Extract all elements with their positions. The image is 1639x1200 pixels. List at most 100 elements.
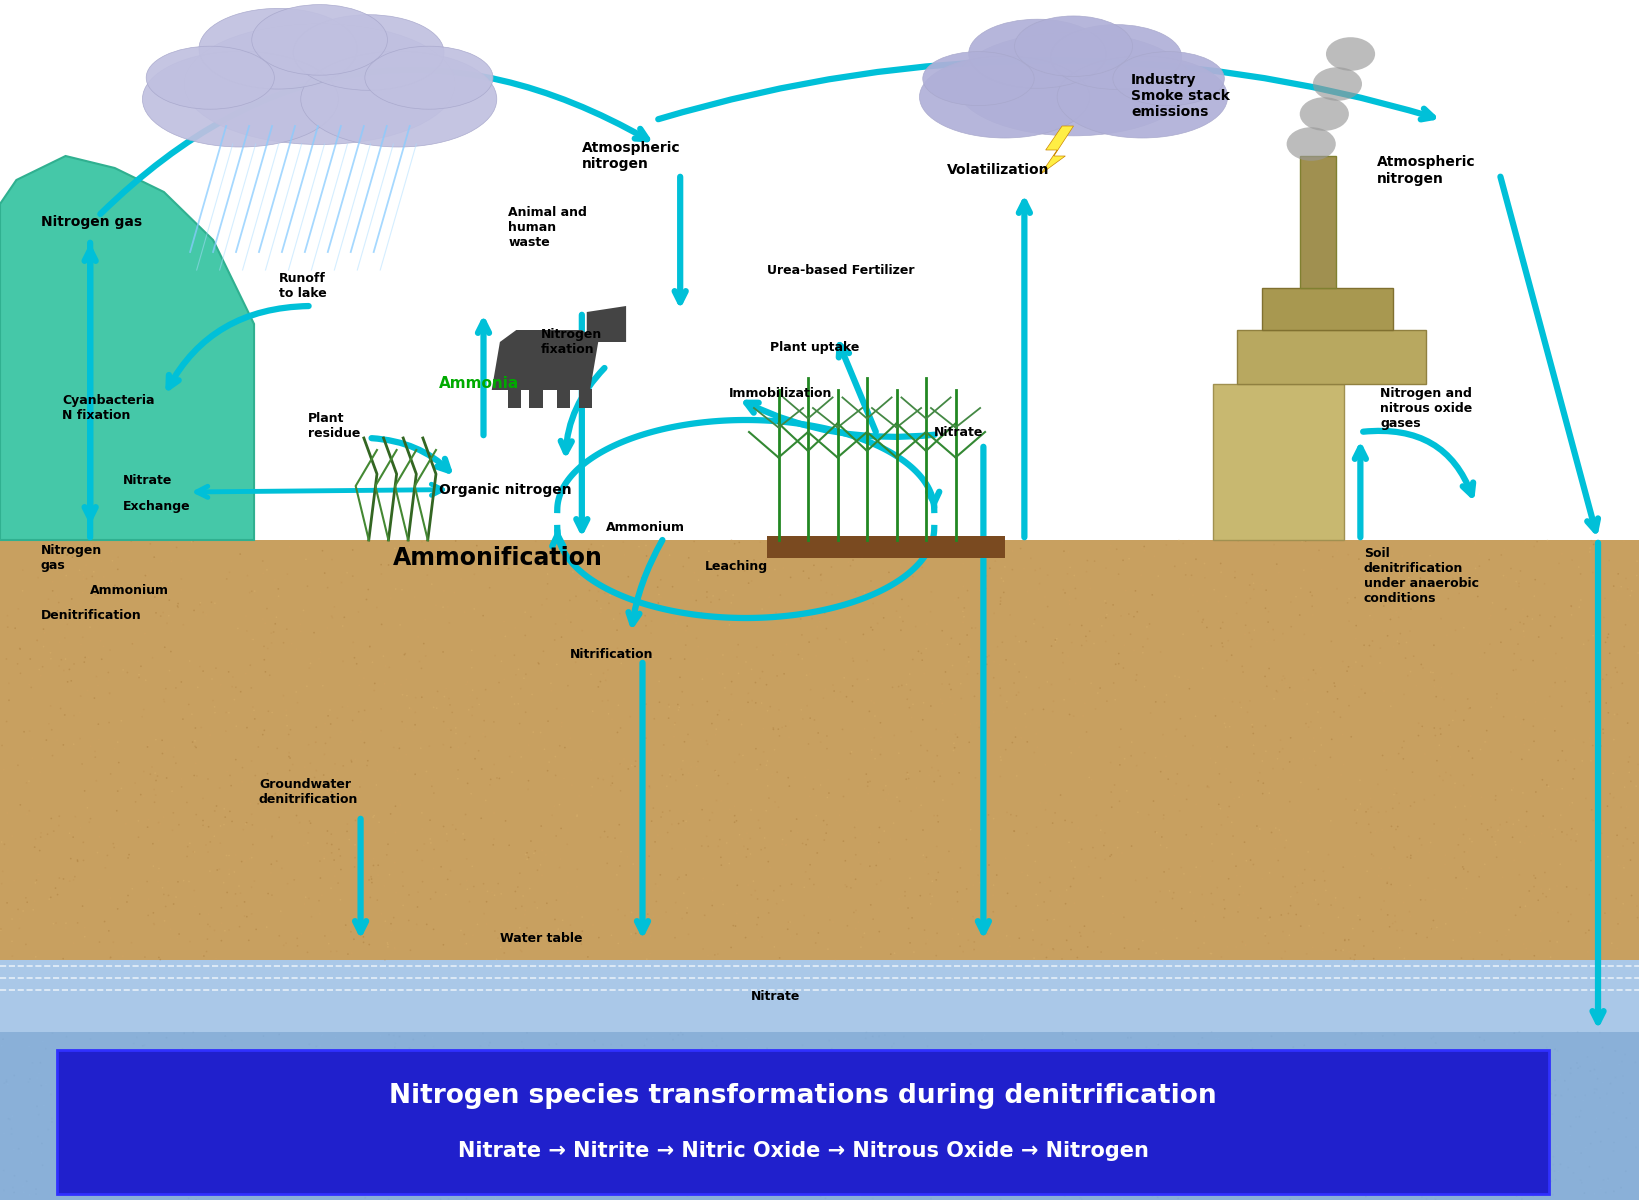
Point <box>841 652 867 671</box>
Point <box>318 606 344 625</box>
Point <box>1144 1188 1170 1200</box>
Point <box>323 942 349 961</box>
Point <box>1624 755 1639 774</box>
Point <box>674 811 700 830</box>
Point <box>1083 806 1110 826</box>
Point <box>1501 644 1528 664</box>
Point <box>1210 1062 1236 1081</box>
Point <box>370 647 397 666</box>
Point <box>1510 1189 1536 1200</box>
Point <box>105 547 131 566</box>
Point <box>757 536 783 556</box>
Point <box>372 656 398 676</box>
Point <box>462 749 488 768</box>
Point <box>459 1068 485 1087</box>
Point <box>647 808 674 827</box>
Point <box>554 835 580 854</box>
Point <box>606 857 633 876</box>
Point <box>1501 851 1528 870</box>
Point <box>1380 914 1406 934</box>
Point <box>970 1157 997 1176</box>
Point <box>1514 692 1541 712</box>
Point <box>513 845 539 864</box>
Point <box>1506 574 1532 593</box>
Point <box>1013 718 1039 737</box>
Point <box>531 642 557 661</box>
Point <box>888 1102 915 1121</box>
Point <box>1426 767 1452 786</box>
Point <box>270 686 297 706</box>
Point <box>1070 707 1096 726</box>
Point <box>1521 587 1547 606</box>
Point <box>1369 859 1395 878</box>
Point <box>1557 1063 1583 1082</box>
Point <box>465 695 492 714</box>
Point <box>618 932 644 952</box>
Point <box>303 761 329 780</box>
Point <box>1106 1050 1133 1069</box>
Point <box>33 731 59 750</box>
Point <box>1129 643 1155 662</box>
Point <box>166 924 192 943</box>
Point <box>618 805 644 824</box>
Point <box>1506 1022 1532 1042</box>
Point <box>1111 1182 1137 1200</box>
Point <box>90 568 116 587</box>
Point <box>605 1175 631 1194</box>
Point <box>598 1034 624 1054</box>
Point <box>446 1094 472 1114</box>
Point <box>1013 667 1039 686</box>
Point <box>534 564 561 583</box>
Text: Organic nitrogen: Organic nitrogen <box>439 482 572 497</box>
Point <box>98 948 125 967</box>
Point <box>767 1104 793 1123</box>
Point <box>1001 821 1028 840</box>
Point <box>341 930 367 949</box>
Point <box>134 1057 161 1076</box>
Point <box>1142 1076 1169 1096</box>
Point <box>728 1123 754 1142</box>
Point <box>334 815 361 834</box>
Point <box>672 636 698 655</box>
Point <box>1110 1096 1136 1115</box>
Point <box>210 874 236 893</box>
Point <box>225 619 251 638</box>
Point <box>670 751 697 770</box>
Point <box>872 1026 898 1045</box>
Point <box>1432 1148 1459 1168</box>
Point <box>724 876 751 895</box>
Point <box>862 1080 888 1099</box>
Point <box>857 571 883 590</box>
Point <box>1398 662 1424 682</box>
Point <box>1069 840 1095 859</box>
Point <box>459 706 485 725</box>
Point <box>590 1036 616 1055</box>
Point <box>169 1134 195 1153</box>
Point <box>1267 743 1293 762</box>
Point <box>1255 1088 1282 1108</box>
Point <box>738 886 764 905</box>
Point <box>369 1146 395 1165</box>
Point <box>408 688 434 707</box>
Point <box>1283 905 1310 924</box>
Point <box>631 570 657 589</box>
Point <box>1488 946 1514 965</box>
Point <box>23 870 49 889</box>
Point <box>256 702 282 721</box>
Point <box>716 800 742 820</box>
Point <box>793 696 820 715</box>
Point <box>1373 872 1400 892</box>
Point <box>1174 1134 1200 1153</box>
Point <box>1223 562 1249 581</box>
Point <box>1500 778 1526 797</box>
Point <box>421 919 447 938</box>
Point <box>585 928 611 947</box>
Point <box>1111 1099 1137 1118</box>
Point <box>313 733 339 752</box>
Point <box>356 935 382 954</box>
Point <box>638 926 664 946</box>
Point <box>865 922 892 941</box>
Point <box>1528 922 1554 941</box>
Point <box>444 1164 470 1183</box>
Point <box>397 1103 423 1122</box>
